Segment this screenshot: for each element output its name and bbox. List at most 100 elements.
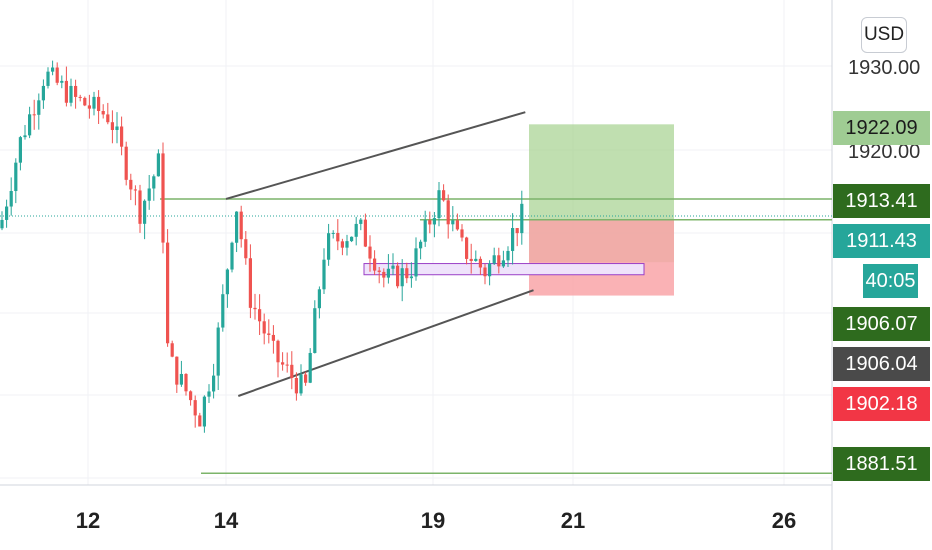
candle-body: [414, 248, 418, 277]
candle-body: [354, 223, 358, 237]
low-price-tag: 1881.51: [833, 447, 930, 481]
candle-body: [391, 265, 395, 269]
time-tick-label: 14: [214, 508, 239, 533]
candle-body: [124, 146, 128, 180]
candle-body: [437, 190, 441, 219]
candle-body: [409, 276, 413, 279]
candle-body: [184, 373, 188, 392]
candle-body: [469, 258, 473, 262]
candle-body: [262, 321, 266, 334]
candle-body: [336, 232, 340, 242]
candle-body: [55, 67, 59, 83]
candle-body: [506, 250, 510, 261]
candle-body: [368, 246, 372, 259]
candle-body: [5, 206, 9, 220]
candle-body: [294, 378, 298, 394]
candle-body: [520, 203, 524, 234]
candle-body: [166, 242, 170, 344]
candle-body: [175, 356, 179, 385]
candle-body: [69, 85, 73, 103]
candle-body: [115, 126, 119, 130]
candle-body: [483, 267, 487, 277]
candle-body: [161, 153, 165, 243]
candle-body: [377, 270, 381, 272]
candle-body: [179, 373, 183, 385]
candle-body: [28, 114, 32, 136]
candle-body: [322, 259, 326, 290]
candle-body: [156, 153, 160, 177]
candle-body: [152, 176, 156, 189]
candle-body: [244, 239, 248, 259]
candle-body: [78, 96, 82, 98]
lower-channel-line: [237, 289, 534, 397]
currency-button[interactable]: USD: [861, 17, 907, 53]
candle-body: [101, 111, 105, 115]
resistance-price-tag: 1913.41: [833, 184, 930, 218]
candle-body: [455, 220, 459, 230]
candle-body: [432, 218, 436, 225]
candle-body: [143, 200, 147, 224]
candle-body: [331, 232, 335, 234]
candle-body: [9, 191, 13, 207]
candle-body: [23, 135, 27, 138]
bar-countdown-tag: 40:05: [863, 264, 918, 298]
candle-body: [442, 190, 446, 201]
candle-body: [202, 396, 206, 427]
price-tick-label: 1930.00: [848, 57, 920, 79]
candle-body: [359, 219, 363, 224]
stop-price-tag: 1902.18: [833, 387, 930, 421]
candle-body: [64, 80, 68, 103]
loss-zone: [529, 219, 674, 296]
candle-body: [253, 307, 257, 310]
candle-body: [373, 258, 377, 271]
candle-body: [18, 137, 22, 163]
candle-body: [14, 162, 18, 192]
time-tick-label: 21: [561, 508, 585, 533]
candle-body: [386, 268, 390, 278]
candle-body: [271, 334, 275, 341]
candle-body: [492, 255, 496, 264]
candle-body: [41, 85, 45, 101]
candle-body: [129, 179, 133, 190]
candle-body: [285, 364, 289, 366]
candle-body: [511, 228, 515, 251]
candle-body: [446, 200, 450, 225]
candle-body: [460, 229, 464, 238]
candle-body: [501, 260, 505, 267]
candle-body: [304, 374, 308, 383]
candle-body: [290, 364, 294, 379]
candle-body: [474, 258, 478, 262]
crosshair-price-tag: 1906.04: [833, 347, 930, 381]
current-price-tag: 1911.43: [833, 224, 930, 258]
candle-body: [267, 333, 271, 335]
candle-body: [313, 308, 317, 353]
candle-body: [478, 258, 482, 268]
candle-body: [83, 97, 87, 106]
candle-body: [308, 352, 312, 383]
candle-body: [258, 309, 262, 322]
candle-body: [216, 327, 220, 376]
candle-body: [60, 80, 64, 83]
candle-body: [276, 340, 280, 363]
candle-body: [382, 271, 386, 278]
candle-body: [340, 241, 344, 248]
candle-body: [230, 242, 234, 270]
candle-body: [138, 190, 142, 224]
target-price-tag: 1922.09: [833, 111, 930, 145]
candle-body: [193, 400, 197, 416]
candle-body: [120, 126, 124, 147]
candle-body: [221, 294, 225, 328]
candle-body: [87, 105, 91, 109]
candle-body: [451, 220, 455, 225]
candle-body: [207, 391, 211, 397]
candle-body: [46, 71, 50, 86]
candle-body: [515, 228, 519, 234]
candle-body: [212, 375, 216, 392]
time-tick-label: 19: [421, 508, 445, 533]
candle-body: [317, 289, 321, 309]
candle-body: [32, 114, 36, 116]
candle-body: [92, 96, 96, 109]
candle-body: [51, 67, 55, 72]
